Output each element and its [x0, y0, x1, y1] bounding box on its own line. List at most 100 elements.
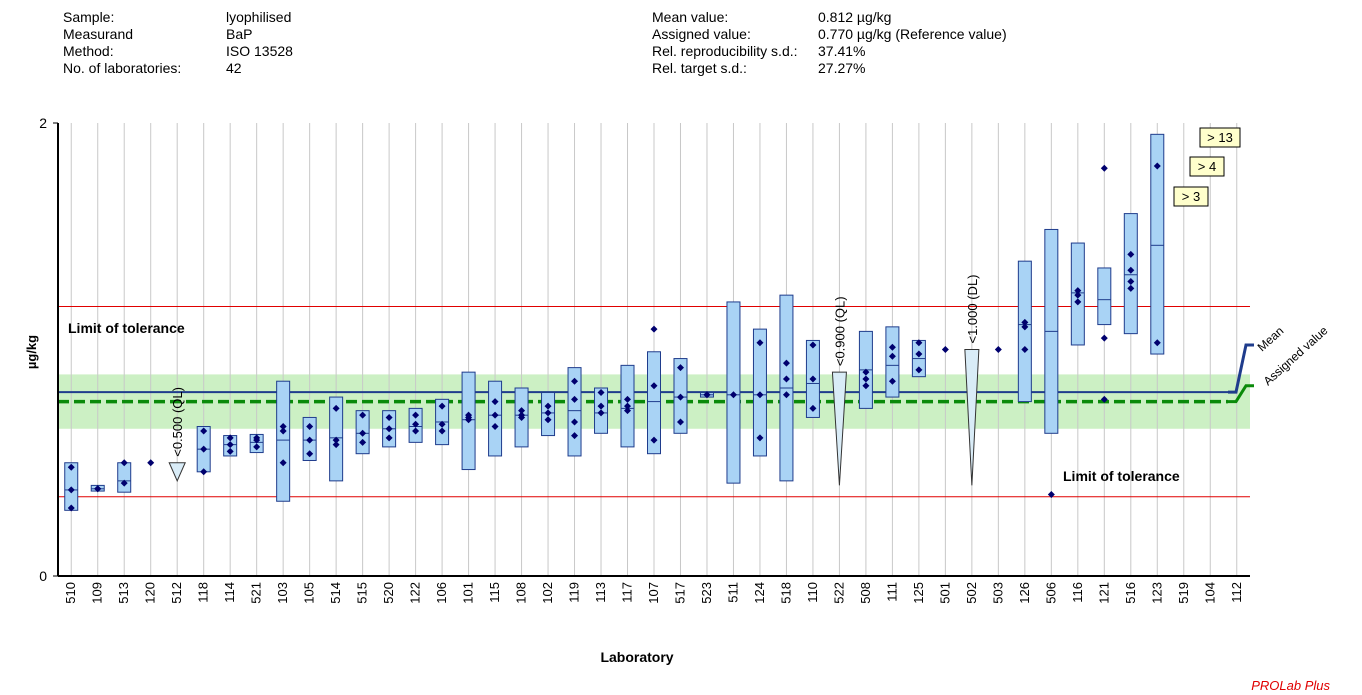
- point-103: [279, 427, 287, 435]
- point-513: [120, 479, 128, 487]
- point-516: [1127, 284, 1135, 292]
- info-value: 37.41%: [818, 43, 866, 59]
- box-123: [1150, 133, 1165, 355]
- mean-label: Mean: [1255, 324, 1287, 354]
- point-107: [650, 436, 658, 444]
- x-tick-label: 106: [434, 582, 449, 604]
- tolerance-upper-label: Limit of tolerance: [68, 320, 185, 336]
- x-tick-label: 107: [646, 582, 661, 604]
- point-105: [306, 436, 314, 444]
- off-scale-label: > 13: [1207, 130, 1233, 145]
- point-121: [1100, 164, 1108, 172]
- point-517: [676, 364, 684, 372]
- x-tick-label: 519: [1176, 582, 1191, 604]
- point-101: [465, 413, 473, 421]
- x-tick-label: 118: [196, 582, 211, 603]
- info-label: Method:: [63, 43, 114, 59]
- off-scale-badge: [1173, 186, 1209, 207]
- point-119: [571, 377, 579, 385]
- point-518: [782, 391, 790, 399]
- x-tick-label: 501: [937, 582, 952, 604]
- point-523: [703, 391, 711, 399]
- x-tick-label: 503: [990, 582, 1005, 604]
- point-508: [862, 382, 870, 390]
- point-105: [306, 423, 314, 431]
- info-value: 0.770 µg/kg (Reference value): [818, 26, 1007, 42]
- info-row: Mean value: 0.812 µg/kg: [652, 9, 1172, 26]
- info-row: Method: ISO 13528: [63, 43, 363, 60]
- info-label: Assigned value:: [652, 26, 751, 42]
- sample-info-left: Sample: lyophilised Measurand BaP Method: ISO…: [63, 9, 363, 77]
- x-tick-label: 516: [1123, 582, 1138, 604]
- x-tick-label: 120: [143, 582, 158, 604]
- point-102: [544, 409, 552, 417]
- x-tick-label: 517: [672, 582, 687, 604]
- limit-marker-522: [831, 371, 847, 486]
- info-value: 0.812 µg/kg: [818, 9, 892, 25]
- point-118: [200, 427, 208, 435]
- point-122: [412, 411, 420, 419]
- point-516: [1127, 278, 1135, 286]
- point-113: [597, 402, 605, 410]
- point-506: [1047, 490, 1055, 498]
- point-117: [624, 402, 632, 410]
- x-tick-label: 512: [169, 582, 184, 604]
- point-510: [67, 504, 75, 512]
- x-tick-label: 522: [831, 582, 846, 604]
- x-tick-label: 520: [381, 582, 396, 604]
- point-510: [67, 463, 75, 471]
- x-tick-label: 126: [1017, 582, 1032, 604]
- point-125: [915, 339, 923, 347]
- point-121: [1100, 334, 1108, 342]
- box-119: [567, 367, 582, 457]
- point-511: [729, 391, 737, 399]
- point-514: [332, 441, 340, 449]
- x-tick-label: 108: [514, 582, 529, 604]
- footer-brand: PROLab Plus: [1251, 678, 1330, 693]
- limit-label-502: <1.000 (DL): [965, 274, 980, 343]
- x-tick-label: 508: [858, 582, 873, 604]
- off-scale-badge: [1189, 156, 1225, 177]
- point-113: [597, 409, 605, 417]
- x-axis-title: Laboratory: [600, 649, 673, 665]
- point-508: [862, 368, 870, 376]
- point-119: [571, 418, 579, 426]
- info-value: ISO 13528: [226, 43, 293, 59]
- x-tick-label: 121: [1096, 582, 1111, 604]
- point-119: [571, 395, 579, 403]
- x-tick-label: 111: [884, 582, 899, 602]
- point-503: [994, 346, 1002, 353]
- point-515: [359, 438, 367, 446]
- point-118: [200, 468, 208, 476]
- x-tick-label: 125: [911, 582, 926, 604]
- x-tick-label: 502: [964, 582, 979, 604]
- point-124: [756, 391, 764, 399]
- point-125: [915, 366, 923, 374]
- x-tick-label: 119: [567, 582, 582, 603]
- point-105: [306, 450, 314, 458]
- point-501: [941, 346, 949, 353]
- y-axis-title: µg/kg: [24, 335, 39, 369]
- point-520: [385, 434, 393, 442]
- point-114: [226, 441, 234, 449]
- point-111: [888, 377, 896, 385]
- point-124: [756, 339, 764, 347]
- info-label: Measurand: [63, 26, 134, 42]
- point-514: [332, 436, 340, 444]
- point-116: [1074, 291, 1082, 299]
- point-113: [597, 389, 605, 397]
- point-111: [888, 352, 896, 360]
- x-tick-label: 105: [302, 582, 317, 604]
- point-121: [1100, 395, 1108, 403]
- point-521: [253, 443, 261, 451]
- point-518: [782, 359, 790, 367]
- point-520: [385, 413, 393, 421]
- point-123: [1153, 162, 1161, 170]
- box-103: [276, 380, 291, 502]
- box-107: [647, 351, 661, 455]
- x-tick-label: 103: [275, 582, 290, 604]
- info-value: 42: [226, 60, 242, 76]
- point-107: [650, 325, 658, 333]
- point-116: [1074, 298, 1082, 306]
